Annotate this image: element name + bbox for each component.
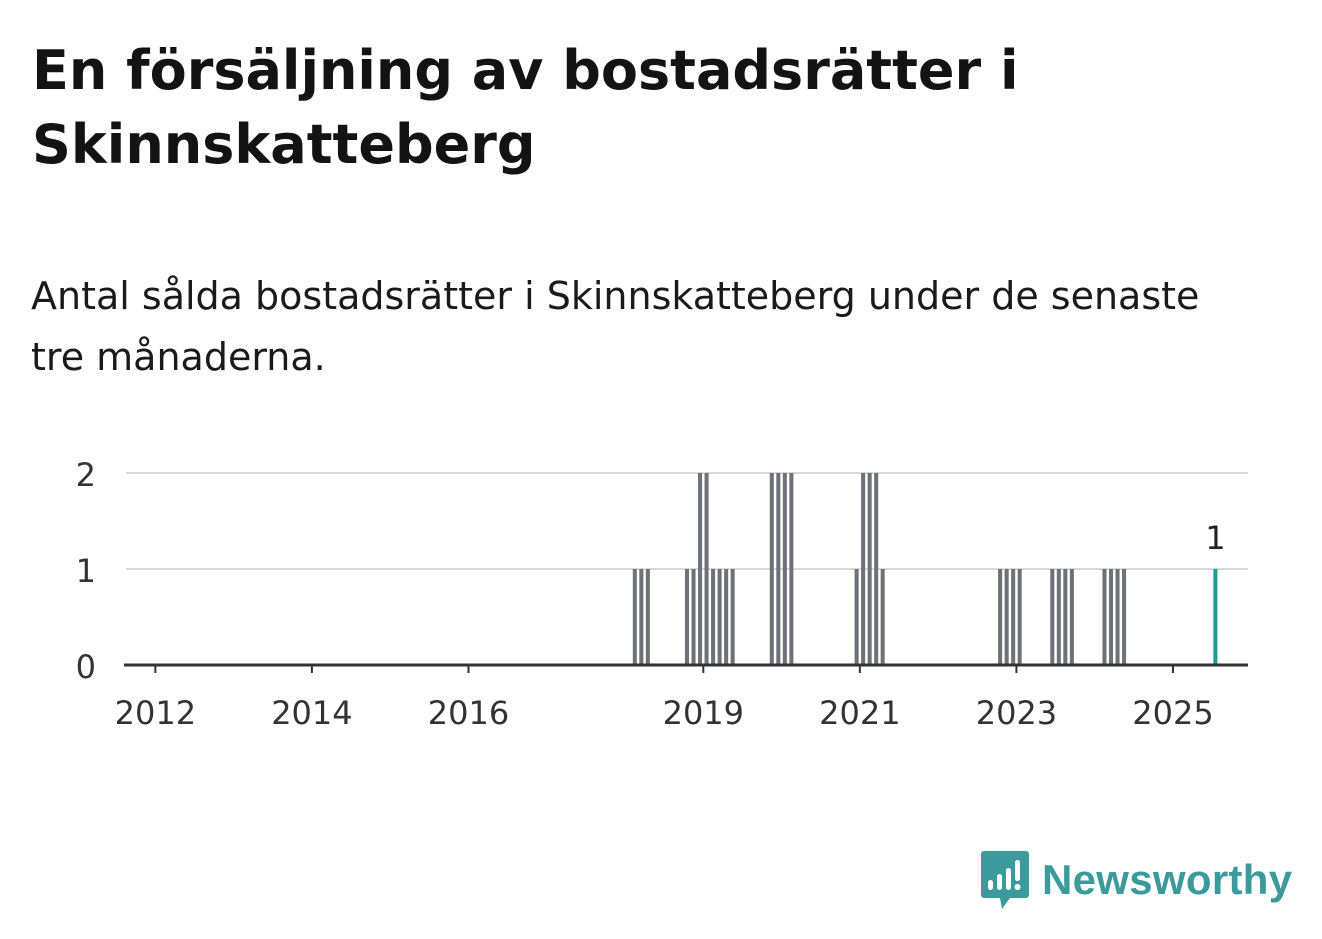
bar — [776, 473, 781, 665]
bar — [639, 569, 644, 665]
x-tick-label: 2016 — [428, 694, 509, 732]
bar — [724, 569, 729, 665]
bar — [1108, 569, 1114, 665]
bar — [1017, 569, 1022, 665]
bar — [691, 569, 696, 665]
bar — [1056, 569, 1061, 665]
bar — [711, 569, 716, 665]
x-tick-label: 2023 — [976, 694, 1057, 732]
bar — [854, 569, 859, 665]
bar — [1011, 569, 1016, 665]
bar — [1069, 569, 1074, 665]
bar — [1122, 569, 1127, 665]
x-tick-label: 2014 — [271, 694, 352, 732]
bar — [880, 569, 885, 665]
bar — [704, 473, 709, 665]
bar — [717, 569, 722, 665]
chart-subtitle: Antal sålda bostadsrätter i Skinnskatteb… — [31, 274, 1200, 379]
bar — [1102, 569, 1107, 665]
bar — [730, 569, 735, 665]
brand-logo: Newsworthy — [980, 849, 1292, 911]
highlight-value-label: 1 — [1205, 519, 1225, 557]
bar — [1063, 569, 1068, 665]
bar — [789, 473, 794, 665]
x-tick-label: 2025 — [1132, 694, 1213, 732]
bar — [645, 569, 650, 665]
bar — [769, 473, 774, 665]
bar — [861, 473, 866, 665]
x-tick-label: 2019 — [663, 694, 744, 732]
y-tick-label: 0 — [76, 648, 96, 686]
bar — [698, 473, 703, 665]
bar — [874, 473, 879, 665]
bar — [684, 569, 690, 665]
bar — [1050, 569, 1055, 665]
x-tick-label: 2012 — [115, 694, 196, 732]
bar-chart: 0 1 2 1 2012 2014 2016 2019 2021 2023 2025 — [76, 456, 1248, 732]
brand-name: Newsworthy — [1042, 856, 1293, 903]
chart-title: En försäljning av bostadsrätter i Skinns… — [32, 39, 1019, 176]
bar — [782, 473, 787, 665]
bar — [632, 569, 637, 665]
y-tick-label: 2 — [76, 456, 96, 494]
bar — [1004, 569, 1009, 665]
bar — [998, 569, 1003, 665]
y-tick-label: 1 — [76, 552, 96, 590]
bar — [1115, 569, 1120, 665]
x-tick-label: 2021 — [819, 694, 900, 732]
newsworthy-logo-icon — [981, 851, 1029, 909]
highlight-bar — [1213, 569, 1218, 665]
bar — [867, 473, 872, 665]
